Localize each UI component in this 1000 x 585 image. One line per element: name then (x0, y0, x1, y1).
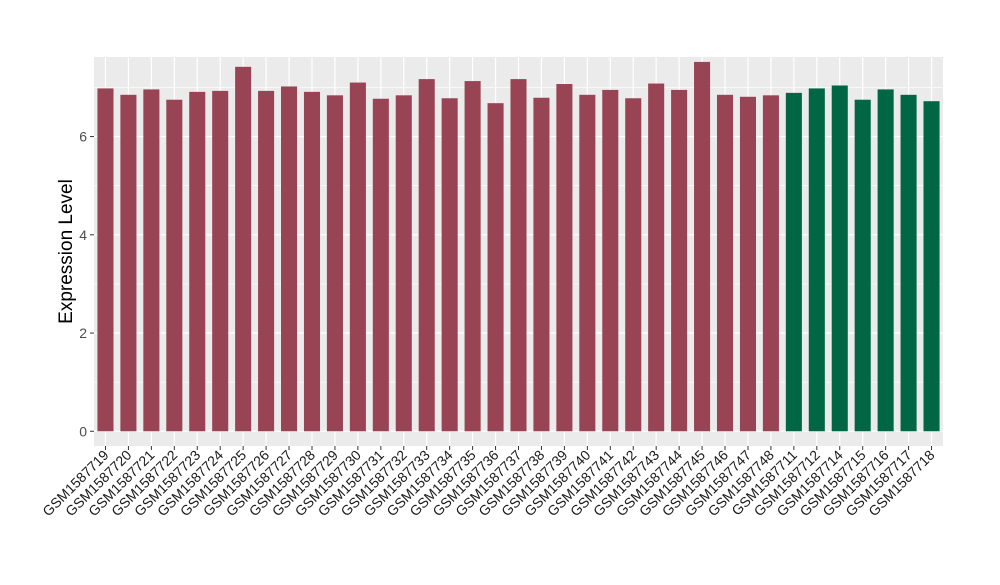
x-axis: GSM1587719GSM1587720GSM1587721GSM1587722… (39, 446, 938, 519)
bar (166, 99, 183, 432)
bar (464, 81, 481, 432)
bar (877, 89, 894, 432)
bar (602, 89, 619, 432)
bar (372, 98, 389, 432)
bar (739, 96, 756, 432)
bar (395, 95, 412, 432)
bar (923, 101, 940, 432)
bar (97, 88, 114, 432)
bar (189, 91, 206, 432)
bar (349, 82, 366, 432)
bar (120, 94, 137, 432)
bar (281, 86, 298, 432)
bar (625, 98, 642, 432)
bar (556, 84, 573, 432)
y-tick-label: 4 (79, 227, 87, 243)
bars (97, 61, 940, 432)
bar (648, 83, 665, 432)
bar (808, 88, 825, 432)
bar (143, 89, 160, 432)
bar (326, 95, 343, 432)
bar (258, 90, 275, 432)
bar (533, 97, 550, 432)
bar (831, 85, 848, 432)
bar (487, 103, 504, 432)
bar (762, 95, 779, 432)
bar (303, 91, 321, 432)
y-tick-label: 6 (79, 129, 87, 145)
bar (441, 98, 458, 432)
bar (510, 79, 527, 432)
bar (212, 90, 229, 432)
bar (579, 94, 596, 432)
bar (418, 79, 435, 432)
bar (785, 92, 802, 432)
bar (694, 61, 711, 432)
y-axis-label: Expression Level (56, 179, 77, 324)
bar (671, 89, 688, 432)
y-axis: 0 2 4 6 (79, 129, 94, 439)
bar (716, 94, 734, 432)
bar (235, 66, 252, 432)
bar (900, 94, 917, 432)
bar (854, 99, 871, 432)
y-tick-label: 0 (79, 423, 87, 439)
y-tick-label: 2 (79, 325, 87, 341)
